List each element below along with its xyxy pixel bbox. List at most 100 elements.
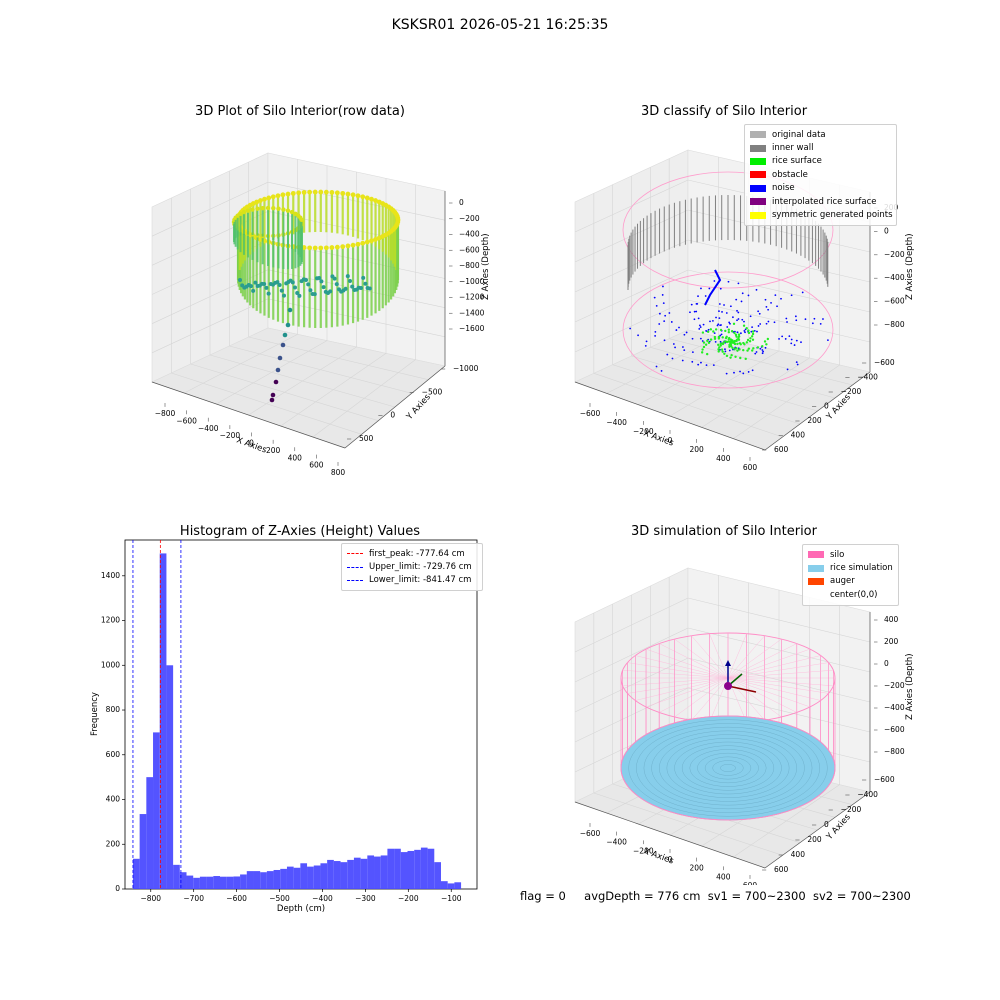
plot2-rice-point xyxy=(721,350,724,353)
footer-flag: flag = 0 xyxy=(520,889,566,903)
plot2-rice-point xyxy=(730,330,734,333)
plot2-noise-point xyxy=(741,292,744,295)
plot1-inner-rim xyxy=(260,205,265,211)
axis-line xyxy=(151,381,346,449)
plot2-noise-point xyxy=(773,321,776,324)
plot2-noise-point xyxy=(778,338,780,340)
hist-bar xyxy=(434,862,441,889)
plot4-silo-spoke xyxy=(727,677,821,701)
plot2-noise-point xyxy=(654,330,657,333)
plot1-rim-point xyxy=(307,245,313,251)
legend-label: first_peak: -777.64 cm xyxy=(369,548,465,559)
hist-bar xyxy=(280,868,287,889)
plot2-rice-point xyxy=(738,348,741,351)
plot2-noise-point xyxy=(696,302,699,305)
hist-legend-item: first_peak: -777.64 cm xyxy=(347,547,477,560)
plot1-rim-point xyxy=(270,194,276,200)
plot2-noise-point xyxy=(729,305,732,308)
plot4-silo-spoke xyxy=(727,677,811,708)
plot2-noise-point xyxy=(764,298,767,301)
plot2-rice-point xyxy=(702,345,706,349)
axis-line xyxy=(574,381,766,451)
plot4-rice-mesh xyxy=(674,741,782,795)
plot2-noise-point xyxy=(736,331,739,334)
plot4-rice-mesh xyxy=(651,730,805,806)
plot2-noise-point xyxy=(698,324,701,327)
plot4-legend: silo rice simulation auger center(0,0) xyxy=(802,544,899,606)
legend-label: Upper_limit: -729.76 cm xyxy=(369,562,472,573)
plot4-x-tick-label: −200 xyxy=(633,846,654,855)
plot4-y-tick-label: −400 xyxy=(857,790,878,799)
plot2-xlabel: X Axies xyxy=(642,428,675,448)
plot1-x-tick-label: −600 xyxy=(176,416,197,425)
hist-bar xyxy=(206,876,214,889)
hist-x-tick-label: −300 xyxy=(355,894,376,903)
plot2-noise-point xyxy=(674,346,676,349)
plot1-rim-point xyxy=(296,190,302,196)
legend-swatch xyxy=(750,157,766,165)
plot2-y-tick-label: 400 xyxy=(791,431,806,440)
hist-bar xyxy=(447,883,455,889)
plot2-y-tick-label: 600 xyxy=(774,445,789,454)
plot4-rice-mesh xyxy=(666,738,790,798)
plot2-noise-point xyxy=(666,353,669,356)
hist-bar xyxy=(286,866,294,889)
plot2-noise-point xyxy=(661,294,664,296)
plot2-noise-point xyxy=(675,329,678,331)
plot2-title: 3D classify of Silo Interior xyxy=(640,104,808,119)
plot2-rice-point xyxy=(745,326,748,330)
plot2-rice-point xyxy=(738,342,742,345)
plot4-rice-mesh xyxy=(681,745,775,791)
footer-sv2: sv2 = 700~2300 xyxy=(812,889,911,903)
hist-bar xyxy=(246,871,254,889)
plot2-noise-point xyxy=(736,309,738,312)
grid-line xyxy=(248,336,429,380)
hist-bar xyxy=(273,869,281,889)
plot2-noise-spike xyxy=(704,269,722,306)
plot2-noise-point xyxy=(671,357,674,360)
plot2-rice-point xyxy=(752,347,755,350)
hist-bar xyxy=(253,871,261,889)
plot2-noise-point xyxy=(693,318,696,321)
axis-line xyxy=(764,371,871,451)
plot4-silo-spoke xyxy=(659,677,729,713)
plot2-rice-point xyxy=(733,339,736,343)
plot2-rice-point xyxy=(735,338,739,341)
plot2-noise-point xyxy=(755,351,758,353)
plot2-legend-item: obstacle xyxy=(750,168,891,181)
plot2-rice-point xyxy=(749,337,752,340)
plot1-rim-point xyxy=(254,199,260,205)
hist-bar xyxy=(407,850,415,889)
plot2-noise-point xyxy=(733,371,735,374)
plot2-noise-point xyxy=(668,312,671,314)
hist-bar xyxy=(139,814,147,889)
plot2-noise-point xyxy=(765,305,768,308)
plot1-inner-rim xyxy=(245,208,251,213)
plot2-rice-point xyxy=(734,333,738,337)
plot4-silo-spoke xyxy=(622,669,729,679)
plot2-rice-point xyxy=(721,336,724,339)
plot4-axes: −600−400−20002004006006004002000−200−400… xyxy=(574,567,915,885)
plot2-noise-point xyxy=(718,310,720,313)
plot2-rice-point xyxy=(727,331,731,334)
plot2-noise-point xyxy=(663,320,666,323)
plot4-x-tick-label: −400 xyxy=(606,838,627,847)
hist-bar xyxy=(360,858,368,889)
plot1-rim-point xyxy=(360,194,366,200)
plot1-floor-point xyxy=(328,289,333,294)
plot2-rice-point xyxy=(724,329,727,333)
plot1-floor-point xyxy=(262,282,267,287)
plot1-rim-point xyxy=(334,244,340,250)
plot1-rim-point xyxy=(364,239,370,245)
plot4-silo-spoke xyxy=(727,638,782,679)
hist-bar xyxy=(219,876,227,889)
legend-line xyxy=(347,553,363,555)
plot4-silo-spoke xyxy=(645,677,729,708)
plot2-noise-point xyxy=(645,340,648,343)
plot2-noise-point xyxy=(732,316,734,319)
plot2-noise-point xyxy=(740,332,742,335)
plot2-rice-point xyxy=(729,340,732,344)
plot2-legend-item: interpolated rice surface xyxy=(750,195,891,208)
plot1-rim-point xyxy=(323,189,329,195)
plot4-rice-mesh xyxy=(636,723,820,813)
